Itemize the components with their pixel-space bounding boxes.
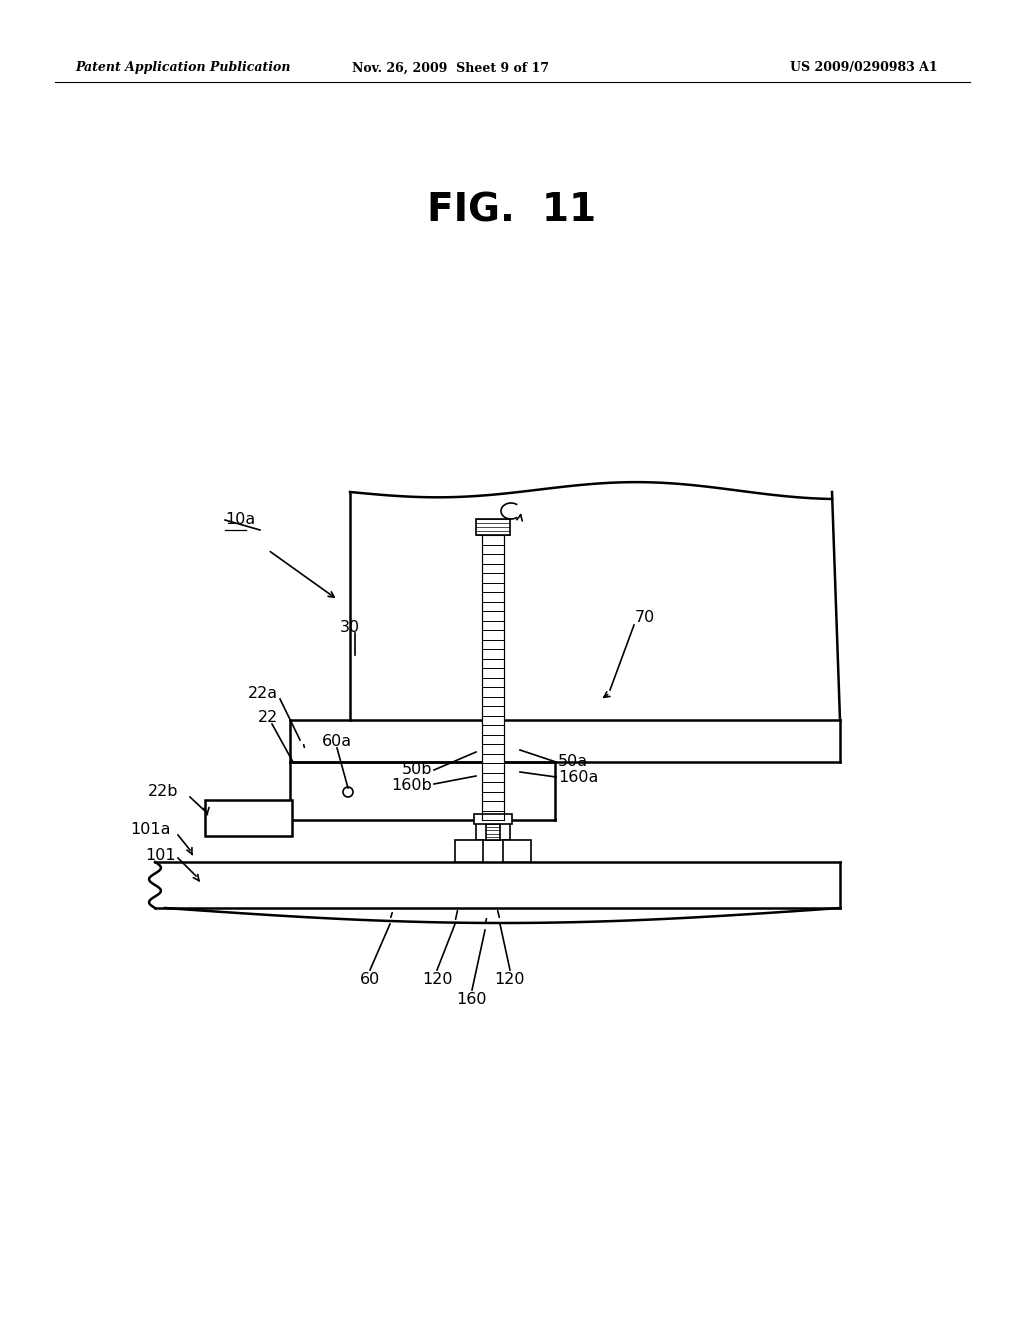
Bar (476, 519, 510, 535)
Text: 50a: 50a (558, 755, 588, 770)
Text: 70: 70 (635, 610, 655, 626)
Text: 60: 60 (359, 973, 380, 987)
Text: 160b: 160b (391, 779, 432, 793)
Text: 10a: 10a (225, 512, 255, 528)
Bar (474, 814, 512, 824)
Text: 22b: 22b (148, 784, 178, 800)
Text: FIG.  11: FIG. 11 (427, 191, 597, 228)
Text: 22a: 22a (248, 686, 279, 701)
Bar (486, 824, 500, 840)
Bar (476, 820, 510, 840)
Text: 101a: 101a (130, 822, 171, 837)
Bar (482, 535, 504, 820)
Text: 22: 22 (258, 710, 279, 726)
Text: Patent Application Publication: Patent Application Publication (75, 62, 291, 74)
Text: 120: 120 (495, 973, 525, 987)
Text: US 2009/0290983 A1: US 2009/0290983 A1 (790, 62, 938, 74)
Bar (503, 840, 531, 862)
Bar (455, 840, 483, 862)
Text: 160: 160 (457, 993, 487, 1007)
Bar (205, 800, 292, 836)
Text: 160a: 160a (558, 771, 598, 785)
Text: 101: 101 (145, 847, 176, 862)
Text: 30: 30 (340, 620, 360, 635)
Text: Nov. 26, 2009  Sheet 9 of 17: Nov. 26, 2009 Sheet 9 of 17 (351, 62, 549, 74)
Text: 120: 120 (422, 973, 453, 987)
Text: 50b: 50b (401, 763, 432, 777)
Text: 60a: 60a (322, 734, 352, 750)
